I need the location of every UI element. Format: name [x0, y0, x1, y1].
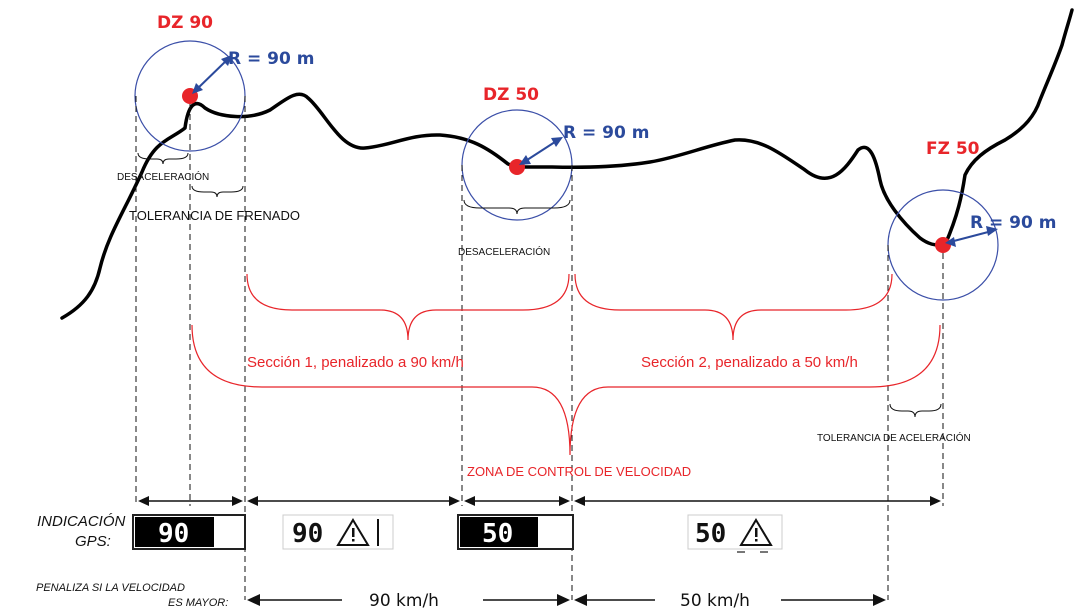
gps-display-1: 90 — [132, 514, 246, 550]
zone-label-fz50: FZ 50 — [926, 139, 980, 159]
zone-label-dz90: DZ 90 — [157, 13, 213, 33]
penalty-speed-1: 90 km/h — [369, 591, 439, 609]
zone-label-dz50: DZ 50 — [483, 85, 539, 105]
label-acceleration-tolerance: TOLERANCIA DE ACELERACIÓN — [817, 431, 971, 444]
gps-display-3: 50 — [457, 514, 574, 550]
gps-display-2: 90 — [282, 514, 394, 550]
radius-arrow-dz50 — [519, 137, 563, 165]
penalty-label-line1: PENALIZA SI LA VELOCIDAD — [36, 582, 185, 594]
label-section-2: Sección 2, penalizado a 50 km/h — [641, 354, 858, 371]
radius-label-dz50: R = 90 m — [563, 123, 649, 143]
gps-display-2-value: 90 — [292, 519, 323, 549]
brace-control-zone — [191, 324, 941, 456]
brace-braking-tolerance — [191, 185, 244, 198]
brace-deceleration-2 — [463, 199, 571, 215]
label-braking-tolerance: TOLERANCIA DE FRENADO — [129, 208, 300, 223]
label-deceleration-2: DESACELERACIÓN — [458, 245, 550, 258]
gps-label-line1: INDICACIÓN — [37, 513, 126, 530]
zone-marker-fz50 — [935, 237, 951, 253]
gps-display-4: 50 — [687, 514, 783, 553]
interval-arrows-gps — [138, 496, 941, 506]
road-path — [60, 8, 1074, 320]
label-section-1: Sección 1, penalizado a 90 km/h — [247, 354, 464, 371]
gps-label-line2: GPS: — [75, 533, 111, 550]
penalty-speed-2: 50 km/h — [680, 591, 750, 609]
radius-label-dz90: R = 90 m — [228, 49, 314, 69]
radius-label-fz50: R = 90 m — [970, 213, 1056, 233]
brace-acceleration-tolerance — [889, 403, 942, 418]
brace-section-2 — [574, 273, 893, 341]
penalty-arrow-2 — [574, 594, 886, 606]
label-deceleration-1: DESACELERACIÓN — [117, 170, 209, 183]
brace-section-1 — [246, 273, 570, 341]
label-control-zone: ZONA DE CONTROL DE VELOCIDAD — [467, 464, 691, 479]
penalty-arrow-1 — [247, 594, 570, 606]
warning-triangle-icon — [739, 518, 773, 546]
radius-arrow-dz90 — [192, 55, 232, 94]
gps-display-1-value: 90 — [158, 519, 189, 549]
brace-deceleration-1 — [137, 152, 189, 165]
radius-arrow-fz50 — [945, 226, 998, 247]
gps-display-3-value: 50 — [482, 519, 513, 549]
gps-display-4-value: 50 — [695, 519, 726, 549]
penalty-label-line2: ES MAYOR: — [168, 597, 228, 609]
warning-triangle-icon — [336, 518, 370, 546]
